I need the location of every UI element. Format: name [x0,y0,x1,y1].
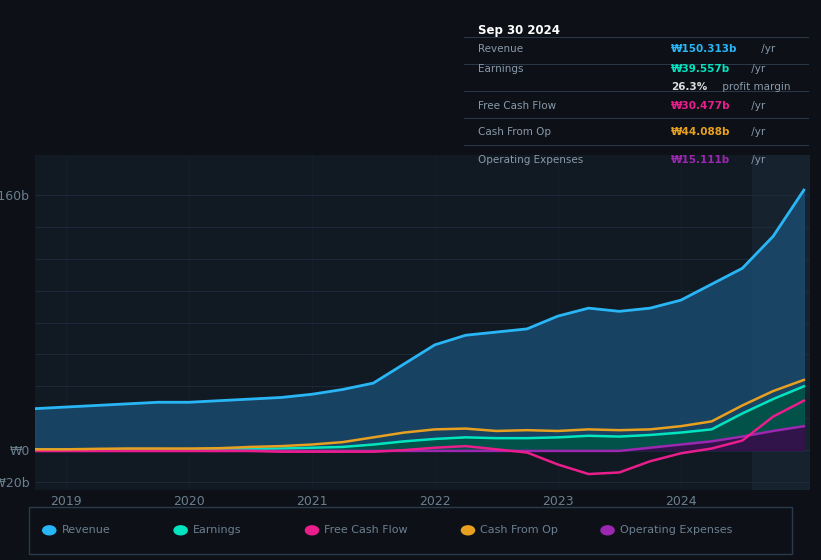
Text: Revenue: Revenue [62,525,110,535]
Text: Sep 30 2024: Sep 30 2024 [478,24,560,37]
Text: Operating Expenses: Operating Expenses [620,525,732,535]
Text: Free Cash Flow: Free Cash Flow [478,101,556,111]
Text: ₩15.111b: ₩15.111b [671,156,730,165]
Text: Free Cash Flow: Free Cash Flow [324,525,408,535]
Text: profit margin: profit margin [719,82,791,92]
Text: Earnings: Earnings [478,64,523,74]
Text: /yr: /yr [748,156,765,165]
Text: /yr: /yr [748,64,765,74]
Text: ₩150.313b: ₩150.313b [671,44,737,54]
Text: Operating Expenses: Operating Expenses [478,156,583,165]
Text: Cash From Op: Cash From Op [478,127,551,137]
Text: Earnings: Earnings [193,525,241,535]
Text: /yr: /yr [758,44,775,54]
Text: /yr: /yr [748,127,765,137]
Text: ₩39.557b: ₩39.557b [671,64,730,74]
Text: ₩30.477b: ₩30.477b [671,101,731,111]
Text: Cash From Op: Cash From Op [480,525,558,535]
Bar [752,155,810,490]
Text: Revenue: Revenue [478,44,523,54]
Text: /yr: /yr [748,101,765,111]
Text: 26.3%: 26.3% [671,82,707,92]
Text: ₩44.088b: ₩44.088b [671,127,730,137]
